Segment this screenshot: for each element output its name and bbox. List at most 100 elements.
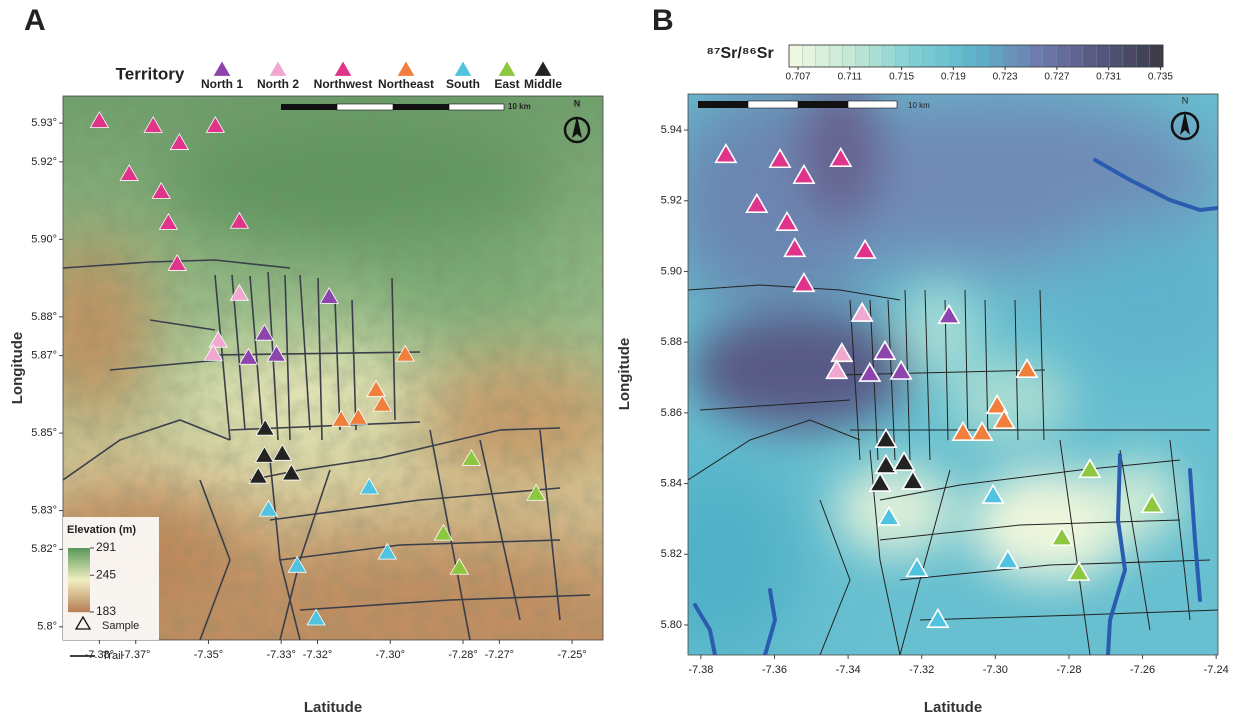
x-tick-label: -7.30 [983, 664, 1008, 676]
sample-point [1140, 492, 1164, 514]
sample-point [348, 407, 368, 425]
sample-point [169, 133, 190, 150]
x-tick-label: -7.25° [557, 649, 586, 661]
colorbar-cell [895, 44, 910, 68]
sample-point [359, 477, 379, 495]
elevation-tick-label: 183 [96, 604, 116, 618]
x-tick-label: -7.38 [688, 664, 713, 676]
colorbar-cell [975, 44, 990, 68]
colorbar-cell [868, 44, 883, 68]
sample-point [985, 393, 1009, 415]
sample-point [992, 408, 1016, 429]
colorbar-cell [882, 44, 897, 68]
colorbar-title: ⁸⁷Sr/⁸⁶Sr [706, 45, 773, 62]
elevation-tick-label: 245 [96, 567, 116, 581]
x-tick-label: -7.34 [836, 664, 861, 676]
y-axis-title: Longitude [616, 338, 633, 410]
panel-label: B [652, 4, 674, 37]
sample-point [229, 211, 250, 229]
colorbar-cell [989, 44, 1004, 68]
colorbar-cell [855, 44, 870, 68]
colorbar-cell [1029, 44, 1044, 68]
x-tick-label: -7.33° [266, 649, 295, 661]
x-tick-label: -7.27° [485, 649, 514, 661]
x-tick-label: -7.36 [762, 664, 787, 676]
colorbar-cell [1015, 44, 1030, 68]
sample-point [874, 427, 898, 449]
x-tick-label: -7.30° [376, 649, 405, 661]
colorbar-tick-label: 0.731 [1096, 72, 1121, 83]
elevation-color [68, 570, 90, 573]
y-tick-label: 5.80 [661, 619, 682, 631]
y-tick-label: 5.83° [31, 504, 57, 516]
elevation-color [68, 594, 90, 597]
colorbar-cell [922, 44, 937, 68]
y-tick-label: 5.88 [661, 336, 682, 348]
legend-label: Trail [102, 650, 123, 662]
sample-point [792, 272, 816, 293]
sample-point [873, 339, 897, 360]
sample-point [714, 143, 738, 164]
x-tick-label: -7.37° [121, 649, 150, 661]
y-tick-label: 5.87° [31, 350, 57, 362]
colorbar-cell [1042, 44, 1057, 68]
colorbar-cell [909, 44, 924, 68]
x-tick-label: -7.24 [1204, 664, 1229, 676]
sample-point [254, 445, 275, 463]
legend-label: Northwest [314, 77, 373, 91]
y-tick-label: 5.85° [31, 427, 57, 439]
legend-label: South [446, 77, 480, 91]
scale-bar [281, 103, 505, 111]
legend-marker [212, 59, 232, 77]
legend-label: East [494, 77, 519, 91]
elevation-color [68, 566, 90, 569]
sample-point [981, 483, 1005, 504]
elevation-color [68, 596, 90, 599]
elevation-color [68, 610, 90, 613]
elevation-color [68, 574, 90, 577]
sample-point [825, 359, 849, 380]
elevation-color [68, 582, 90, 585]
sample-point [926, 607, 950, 628]
elevation-color [68, 600, 90, 603]
y-axis-title: Longitude [9, 332, 26, 404]
colorbar-cell [802, 44, 817, 68]
y-tick-label: 5.94 [661, 124, 682, 136]
sample-point [853, 238, 877, 259]
y-tick-label: 5.90° [31, 233, 57, 245]
colorbar-tick-label: 0.715 [889, 72, 914, 83]
elevation-color [68, 588, 90, 591]
x-axis-title: Latitude [304, 699, 362, 716]
sample-point [970, 420, 994, 441]
sample-point [255, 418, 275, 436]
colorbar-tick-label: 0.735 [1148, 72, 1173, 83]
elevation-color [68, 584, 90, 587]
elevation-color [68, 564, 90, 567]
x-tick-label: -7.28° [448, 649, 477, 661]
x-tick-label: -7.38° [85, 649, 114, 661]
sample-point [395, 344, 415, 362]
sample-point [205, 116, 226, 133]
sample-point [151, 181, 171, 199]
elevation-color [68, 602, 90, 605]
y-tick-label: 5.90 [661, 265, 682, 277]
colorbar-cell [828, 44, 843, 68]
elevation-color [68, 586, 90, 589]
sample-point [874, 453, 898, 474]
colorbar-cell [935, 44, 950, 68]
x-tick-label: -7.32° [303, 649, 332, 661]
x-axis-title: Latitude [924, 699, 982, 716]
sample-point [248, 466, 268, 484]
sample-point [951, 420, 975, 441]
y-tick-label: 5.8° [37, 621, 57, 633]
sample-point [877, 505, 901, 526]
y-tick-label: 5.88° [31, 311, 57, 323]
sample-point [366, 379, 386, 397]
elevation-color [68, 572, 90, 575]
sample-point [768, 147, 792, 169]
sample-point [331, 409, 351, 427]
sample-point [119, 164, 139, 181]
sample-point [229, 283, 250, 301]
colorbar-tick-label: 0.711 [838, 72, 863, 83]
